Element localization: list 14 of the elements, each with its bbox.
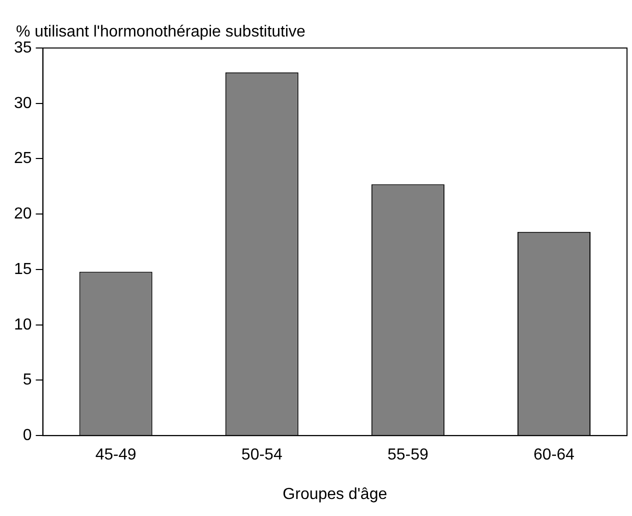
y-axis-title: % utilisant l'hormonothérapie substitutive	[16, 23, 306, 40]
x-tick-label: 45-49	[95, 446, 136, 464]
x-tick-label: 55-59	[387, 446, 428, 464]
y-tick-label: 10	[14, 316, 32, 334]
y-tick-label: 30	[14, 94, 32, 112]
x-tick-label: 60-64	[534, 446, 575, 464]
y-tick-label: 35	[14, 39, 32, 56]
y-tick-label: 20	[14, 206, 32, 223]
y-tick-label: 0	[22, 427, 32, 444]
y-tick-label: 15	[14, 260, 32, 278]
y-tick-label: 25	[14, 150, 32, 168]
x-axis-title: Groupes d'âge	[282, 486, 388, 503]
x-tick-label: 50-54	[241, 446, 282, 464]
y-tick-label: 5	[22, 372, 32, 389]
